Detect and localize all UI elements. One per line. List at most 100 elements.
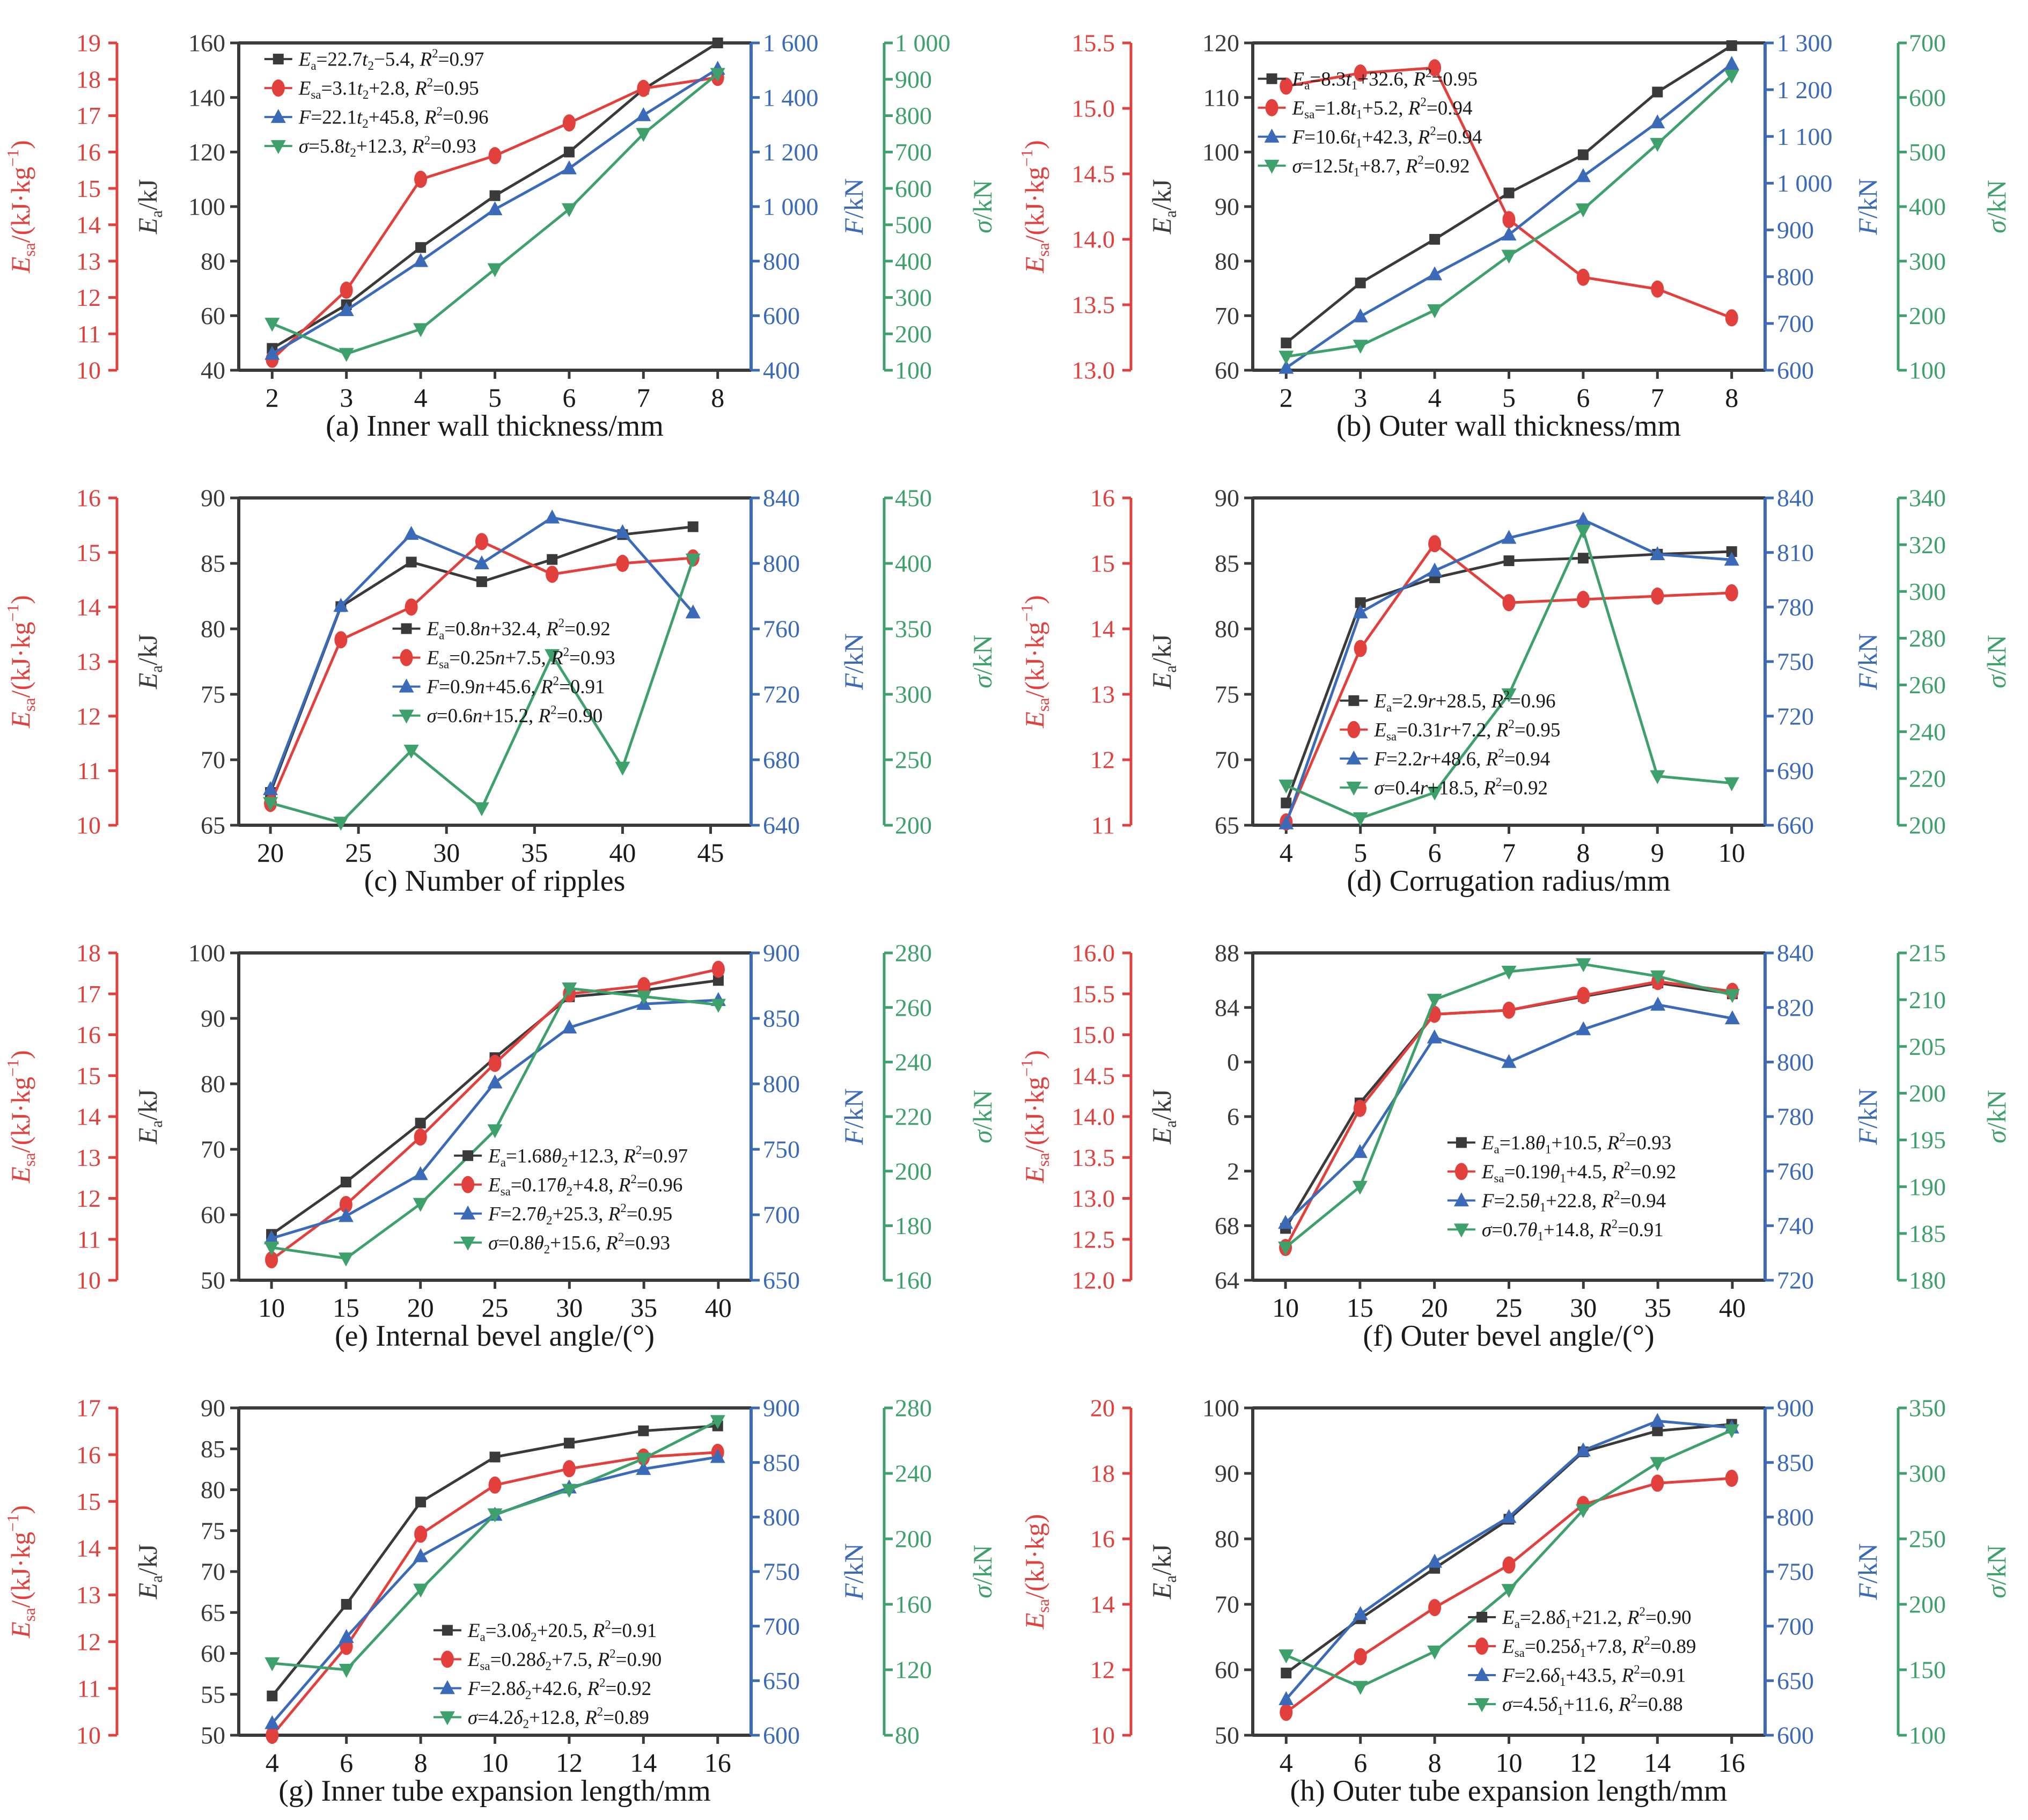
axis-tick-label: 60	[1215, 1656, 1239, 1684]
data-point-marker	[340, 1177, 351, 1187]
data-point-marker	[1278, 779, 1294, 794]
data-point-marker	[1501, 688, 1517, 702]
axis-tick-label: 180	[895, 1212, 932, 1239]
x-tick-label: 16	[1718, 1748, 1745, 1778]
legend-entry-label: σ=12.5t1+8.7, R2=0.92	[1292, 153, 1470, 179]
data-point-marker	[1427, 787, 1443, 801]
chart-canvas-f: 12.012.513.013.514.014.515.015.516.06468…	[1017, 940, 2011, 1323]
axis-tick-label: 350	[895, 615, 932, 643]
axis-tick-label: 80	[201, 247, 225, 275]
chart-canvas-c: 10 11 12 13 14 15 16 65 70 75 80 85 90 640 680 720 760 80…	[3, 485, 997, 868]
chart: 10 11 12 13 14 15 16 17 50 55 60 65 70 75 80 85 90 600 650…	[3, 1395, 997, 1778]
axis-tick-label: 240	[895, 1460, 932, 1487]
axis-tick-label: 640	[763, 812, 800, 839]
axis-tick-label: 16	[1090, 485, 1115, 512]
data-point-marker	[488, 147, 502, 165]
data-point-marker	[488, 1476, 502, 1494]
legend-entry-label: F=2.8δ2+42.6, R2=0.92	[467, 1676, 651, 1701]
data-point-marker	[1355, 597, 1366, 608]
legend-entry-label: Ea=22.7t2−5.4, R2=0.97	[298, 47, 484, 72]
axis-tick-label: 80	[201, 615, 225, 643]
x-tick-label: 40	[1719, 1293, 1746, 1323]
data-point-marker	[1577, 553, 1589, 564]
red-axis-title: Esa/(kJ·kg−1)	[3, 140, 39, 274]
data-point-marker	[442, 1625, 453, 1636]
x-tick-label: 30	[556, 1293, 583, 1323]
axis-tick-label: 65	[201, 1599, 225, 1626]
data-point-marker	[1427, 1645, 1443, 1660]
data-point-marker	[1278, 1649, 1294, 1664]
data-point-marker	[616, 555, 629, 572]
data-point-marker	[406, 556, 417, 568]
chart-canvas-g: 10 11 12 13 14 15 16 17 50 55 60 65 70 75 80 85 90 600 650…	[3, 1395, 997, 1778]
axis-tick-label: 800	[763, 1070, 800, 1098]
axis-tick-label: 900	[763, 1395, 800, 1422]
axis-tick-label: 300	[1909, 1460, 1946, 1487]
axis-tick-label: 6	[1227, 1103, 1239, 1131]
legend-entry-label: Ea=8.3t1+32.6, R2=0.95	[1292, 67, 1478, 92]
data-point-marker	[263, 797, 278, 811]
axis-tick-label: 15.0	[1072, 1021, 1115, 1048]
data-point-marker	[1278, 350, 1294, 365]
axis-tick-label: 90	[201, 485, 225, 512]
axis-tick-label: 70	[1215, 746, 1239, 774]
data-point-marker	[333, 817, 349, 831]
data-point-marker	[415, 1496, 427, 1508]
legend-entry-label: F=10.6t1+42.3, R2=0.94	[1292, 124, 1482, 150]
axis-tick-label: 840	[763, 485, 800, 512]
data-point-marker	[1475, 1638, 1489, 1655]
data-point-marker	[271, 79, 285, 97]
data-point-marker	[414, 171, 428, 188]
axis-tick-label: 64	[1215, 1267, 1239, 1294]
data-point-marker	[487, 1508, 503, 1523]
axis-tick-label: 15.0	[1072, 95, 1115, 122]
axis-tick-label: 16	[76, 1021, 101, 1048]
axis-tick-label: 85	[1215, 550, 1239, 577]
axis-tick-label: 2	[1227, 1157, 1239, 1185]
x-tick-label: 25	[1496, 1293, 1523, 1323]
legend-entry-label: σ=0.8θ2+15.6, R2=0.93	[488, 1230, 670, 1256]
data-point-marker	[413, 1198, 428, 1212]
data-point-marker	[439, 1711, 455, 1726]
data-point-marker	[461, 1176, 475, 1193]
data-point-marker	[1429, 234, 1441, 245]
axis-tick-label: 15	[1090, 550, 1115, 577]
axis-tick-label: 1 000	[1777, 170, 1833, 197]
data-point-marker	[339, 1664, 354, 1678]
axis-tick-label: 220	[1909, 765, 1946, 792]
x-tick-label: 10	[1718, 838, 1745, 868]
axis-tick-label: 1 200	[763, 138, 819, 166]
data-point-marker	[339, 302, 354, 317]
axis-tick-label: 780	[1777, 593, 1814, 621]
axis-tick-label: 320	[1909, 531, 1946, 559]
data-point-marker	[545, 509, 560, 524]
axis-tick-label: 75	[201, 1517, 225, 1544]
x-tick-label: 8	[1576, 838, 1590, 868]
axis-tick-label: 17	[76, 980, 101, 1008]
axis-tick-label: 15	[76, 1488, 101, 1515]
data-point-marker	[489, 190, 501, 201]
axis-tick-label: 40	[201, 357, 225, 384]
x-tick-label: 7	[1651, 383, 1664, 413]
axis-tick-label: 65	[1215, 812, 1239, 839]
axis-tick-label: 80	[1215, 247, 1239, 275]
axis-tick-label: 850	[763, 1449, 800, 1476]
axis-tick-label: 260	[1909, 671, 1946, 699]
axis-tick-label: 600	[1777, 357, 1814, 384]
data-point-marker	[1278, 1215, 1294, 1229]
axis-tick-label: 11	[77, 757, 101, 784]
data-point-marker	[1725, 309, 1738, 327]
black-axis-title: Ea/kJ	[133, 1089, 166, 1145]
axis-tick-label: 680	[763, 746, 800, 774]
data-point-marker	[1281, 797, 1292, 809]
axis-tick-label: 14	[1090, 1591, 1115, 1618]
axis-tick-label: 80	[201, 1476, 225, 1503]
blue-axis-title: F/kN	[839, 178, 869, 236]
data-point-marker	[1278, 815, 1294, 830]
chart: 10 11 12 13 14 15 16 65 70 75 80 85 90 640 680 720 760 80…	[3, 485, 997, 868]
data-point-marker	[636, 107, 651, 121]
axis-tick-label: 750	[763, 1136, 800, 1163]
x-tick-label: 2	[266, 383, 279, 413]
subplot-h: 10 12 14 16 18 20 50 60 70 80 90 100 600 650 700 750 800…	[1014, 1365, 2028, 1820]
x-tick-label: 6	[1428, 838, 1442, 868]
